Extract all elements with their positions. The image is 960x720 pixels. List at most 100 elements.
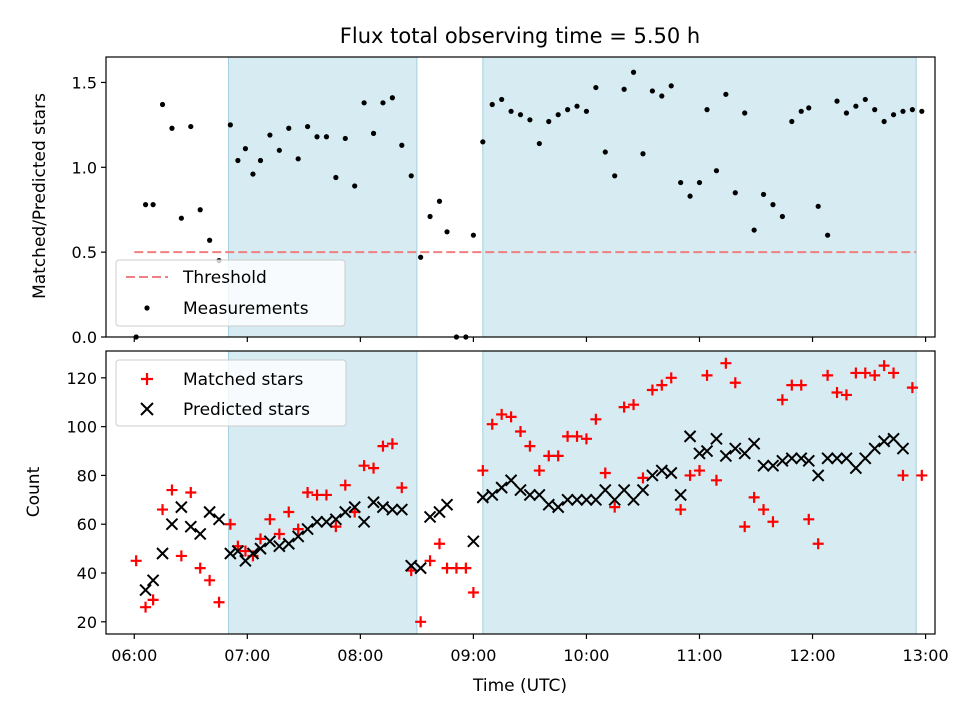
matched-star-point <box>822 369 834 381</box>
matched-star-point <box>505 411 517 423</box>
measurement-point <box>742 110 748 116</box>
predicted-star-point <box>655 464 669 477</box>
predicted-star-point <box>896 442 910 455</box>
matched-star-point <box>283 506 295 518</box>
count-x-tick-label: 11:00 <box>676 646 722 665</box>
measurement-point <box>169 125 175 131</box>
measurement-point <box>583 108 590 114</box>
measurement-point <box>713 168 720 174</box>
count-y-ticks: 20 40 60 80 100 120 <box>66 369 106 632</box>
matched-star-point <box>710 474 722 486</box>
predicted-star-point <box>440 498 454 511</box>
measurement-point <box>612 173 618 179</box>
matched-star-point <box>140 601 152 613</box>
measurement-point <box>574 103 580 109</box>
matched-star-point <box>524 440 536 452</box>
measurement-point <box>508 108 514 114</box>
predicted-star-point <box>310 515 324 528</box>
matched-star-point <box>213 596 225 608</box>
x-axis-label: Time (UTC) <box>472 676 567 696</box>
predicted-star-point <box>785 452 799 465</box>
predicted-star-point <box>367 496 380 509</box>
predicted-star-point <box>254 542 267 555</box>
measurement-point <box>815 203 821 209</box>
matched-star-point <box>675 504 687 516</box>
measurement-point <box>418 254 424 260</box>
measurement-point <box>565 107 571 113</box>
matched-star-point <box>273 528 285 540</box>
predicted-star-point <box>231 544 245 558</box>
predicted-star-point <box>617 483 631 497</box>
matched-star-point <box>888 367 900 379</box>
predicted-star-point <box>212 513 226 526</box>
matched-star-point <box>477 465 489 477</box>
matched-star-point <box>590 413 602 425</box>
matched-star-point <box>496 408 508 420</box>
matched-star-point <box>859 367 871 379</box>
matched-star-point <box>175 550 187 562</box>
matched-star-point <box>840 389 852 401</box>
predicted-star-point <box>224 547 237 560</box>
predicted-star-point <box>802 454 815 467</box>
predicted-star-point <box>542 498 555 511</box>
matched-star-point <box>254 533 266 545</box>
predicted-star-point <box>504 474 518 487</box>
predicted-star-point <box>599 483 612 497</box>
measurement-point <box>207 237 213 243</box>
measurement-point <box>659 93 665 99</box>
count-x-tick-label: 10:00 <box>563 646 609 665</box>
predicted-star-point <box>570 493 584 507</box>
legend-predicted-label: Predicted stars <box>183 400 310 420</box>
matched-star-point <box>204 574 216 586</box>
matched-star-point <box>786 379 798 391</box>
count-legend: Matched stars Predicted stars <box>115 359 347 427</box>
predicted-star-point <box>729 442 742 455</box>
count-y-tick-label: 120 <box>66 369 97 388</box>
matched-star-point <box>157 504 169 516</box>
predicted-star-point <box>757 459 770 472</box>
measurement-point <box>227 122 233 128</box>
measurement-point <box>380 100 386 106</box>
matched-star-point <box>441 562 453 574</box>
predicted-star-point <box>301 522 314 536</box>
predicted-star-point <box>320 515 333 528</box>
measurement-point <box>668 83 674 89</box>
predicted-star-point <box>395 503 409 516</box>
predicted-star-point <box>811 469 825 482</box>
matched-star-point <box>637 472 649 484</box>
matched-star-point <box>264 513 276 525</box>
predicted-star-point <box>766 459 780 472</box>
predicted-star-point <box>877 435 891 448</box>
predicted-star-point <box>719 449 733 463</box>
ratio-legend: Threshold Measurements <box>115 259 346 327</box>
predicted-star-point <box>476 491 490 504</box>
matched-star-point <box>515 426 526 438</box>
measurement-point <box>853 103 859 109</box>
predicted-star-point <box>683 430 697 443</box>
count-y-tick-label: 80 <box>77 466 97 485</box>
matched-star-point <box>720 357 732 369</box>
matched-star-point <box>878 360 890 372</box>
measurement-point <box>909 107 915 113</box>
observing-shaded-regions <box>227 56 917 338</box>
shaded-region <box>482 350 917 635</box>
matched-star-point <box>368 462 380 474</box>
predicted-star-point <box>376 500 390 514</box>
predicted-star-point <box>405 559 418 572</box>
matched-star-point <box>320 489 332 501</box>
predicted-star-point <box>674 488 687 502</box>
measurement-point <box>825 232 831 238</box>
chart-title: Flux total observing time = 5.50 h <box>340 24 700 48</box>
predicted-star-point <box>156 547 169 560</box>
measurement-point <box>593 84 599 91</box>
count-y-tick-label: 40 <box>77 564 97 583</box>
measurement-point <box>399 142 405 148</box>
measurement-point <box>489 101 495 108</box>
predicted-star-point <box>561 493 574 507</box>
matched-star-point <box>433 538 445 550</box>
matched-star-point <box>850 367 862 379</box>
measurement-point <box>789 118 795 125</box>
ratio-y-tick-label: 1.5 <box>72 73 97 92</box>
legend-matched-swatch <box>141 373 153 385</box>
